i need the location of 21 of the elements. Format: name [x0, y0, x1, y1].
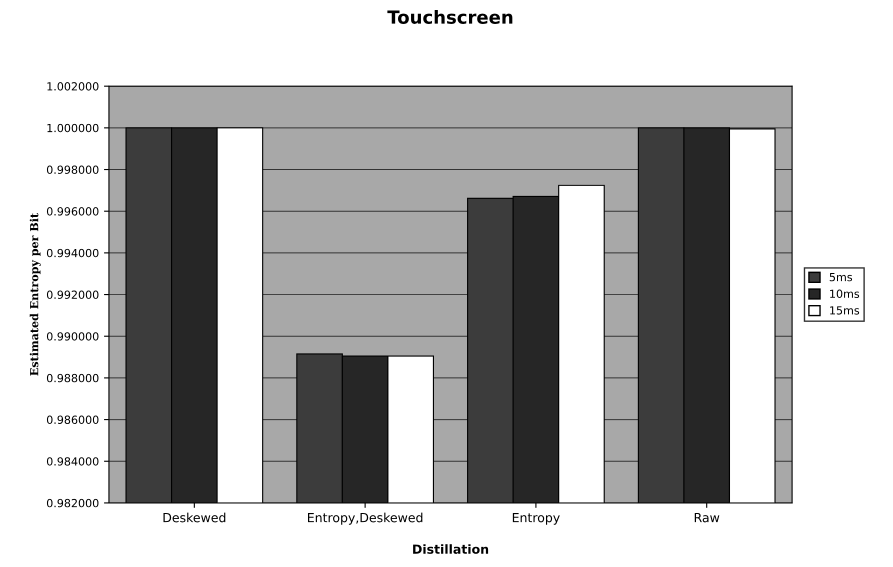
- y-tick-label: 0.982000: [46, 498, 98, 508]
- legend-label: 15ms: [830, 306, 860, 315]
- y-tick-label: 0.992000: [46, 290, 98, 299]
- y-tick-label: 0.986000: [46, 416, 98, 424]
- y-tick-label: 0.998000: [46, 166, 98, 174]
- chart-title: Touchscreen: [387, 10, 512, 24]
- y-tick-label: 0.996000: [46, 207, 98, 216]
- x-tick-label: Entropy: [512, 513, 560, 525]
- y-tick-label: 0.988000: [46, 374, 98, 382]
- y-tick-label: 1.002000: [47, 82, 98, 91]
- x-axis-title: Distillation: [413, 544, 488, 554]
- x-tick-label: Entropy,Deskewed: [308, 512, 422, 525]
- x-tick-label: Deskewed: [163, 512, 226, 522]
- y-tick-label: 1.000000: [47, 124, 98, 132]
- y-tick-label: 0.990000: [46, 332, 98, 341]
- legend-label: 10ms: [830, 290, 860, 298]
- x-tick-label: Raw: [694, 513, 720, 522]
- legend-label: 5ms: [830, 273, 852, 282]
- y-axis-title: Estimated Entropy per Bit: [30, 213, 41, 376]
- y-tick-label: 0.984000: [46, 457, 98, 466]
- y-tick-label: 0.994000: [46, 248, 98, 258]
